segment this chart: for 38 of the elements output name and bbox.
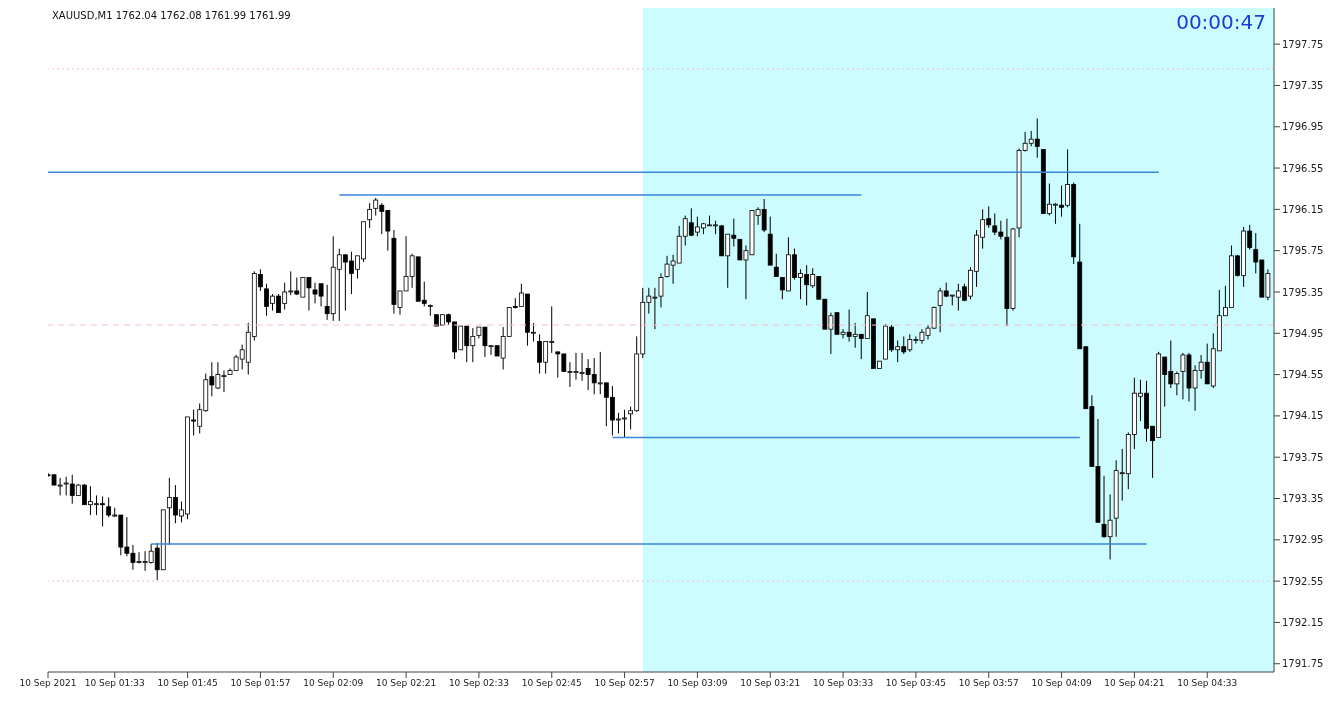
y-tick-label: 1795.35 — [1282, 286, 1324, 298]
x-tick-label: 10 Sep 03:09 — [667, 678, 728, 689]
candlestick — [367, 202, 373, 229]
x-tick-label: 10 Sep 04:21 — [1104, 678, 1165, 689]
y-tick-label: 1791.75 — [1282, 658, 1324, 670]
x-tick-label: 10 Sep 02:21 — [376, 678, 437, 689]
x-tick-label: 10 Sep 02:09 — [303, 678, 364, 689]
y-tick-label: 1794.55 — [1282, 369, 1324, 381]
y-tick-label: 1792.15 — [1282, 616, 1324, 628]
x-tick-label: 10 Sep 01:57 — [230, 678, 291, 689]
y-tick-label: 1795.75 — [1282, 245, 1324, 257]
y-tick-label: 1796.95 — [1282, 121, 1324, 133]
x-tick-label: 10 Sep 03:57 — [958, 678, 1019, 689]
annotation: 00:00:47 — [1176, 10, 1266, 34]
y-tick-label: 1797.75 — [1282, 38, 1324, 50]
x-tick-label: 10 Sep 04:09 — [1031, 678, 1092, 689]
y-tick-label: 1792.55 — [1282, 575, 1324, 587]
y-tick-label: 1793.75 — [1282, 451, 1324, 463]
candlestick — [427, 303, 433, 317]
x-tick-label: 10 Sep 01:33 — [84, 678, 145, 689]
x-tick-label: 10 Sep 04:33 — [1177, 678, 1238, 689]
x-tick-label: 10 Sep 2021 — [19, 678, 77, 689]
y-tick-label: 1794.15 — [1282, 410, 1324, 422]
y-tick-label: 1793.35 — [1282, 493, 1324, 505]
y-tick-label: 1797.35 — [1282, 80, 1324, 91]
y-tick-label: 1796.55 — [1282, 162, 1324, 174]
x-tick-label: 10 Sep 02:33 — [448, 678, 509, 689]
y-tick-label: 1796.15 — [1282, 203, 1324, 215]
x-tick-label: 10 Sep 02:45 — [521, 678, 582, 689]
x-tick-label: 10 Sep 01:45 — [157, 678, 218, 689]
x-tick-label: 10 Sep 03:21 — [740, 678, 801, 689]
x-tick-label: 10 Sep 02:57 — [594, 678, 655, 689]
y-tick-label: 1792.95 — [1282, 534, 1324, 546]
x-tick-label: 10 Sep 03:45 — [885, 678, 946, 689]
y-tick-label: 1794.95 — [1282, 327, 1324, 339]
candlestick — [773, 253, 779, 277]
chart-title: XAUUSD,M1 1762.04 1762.08 1761.99 1761.99 — [52, 10, 291, 21]
x-tick-label: 10 Sep 03:33 — [813, 678, 874, 689]
